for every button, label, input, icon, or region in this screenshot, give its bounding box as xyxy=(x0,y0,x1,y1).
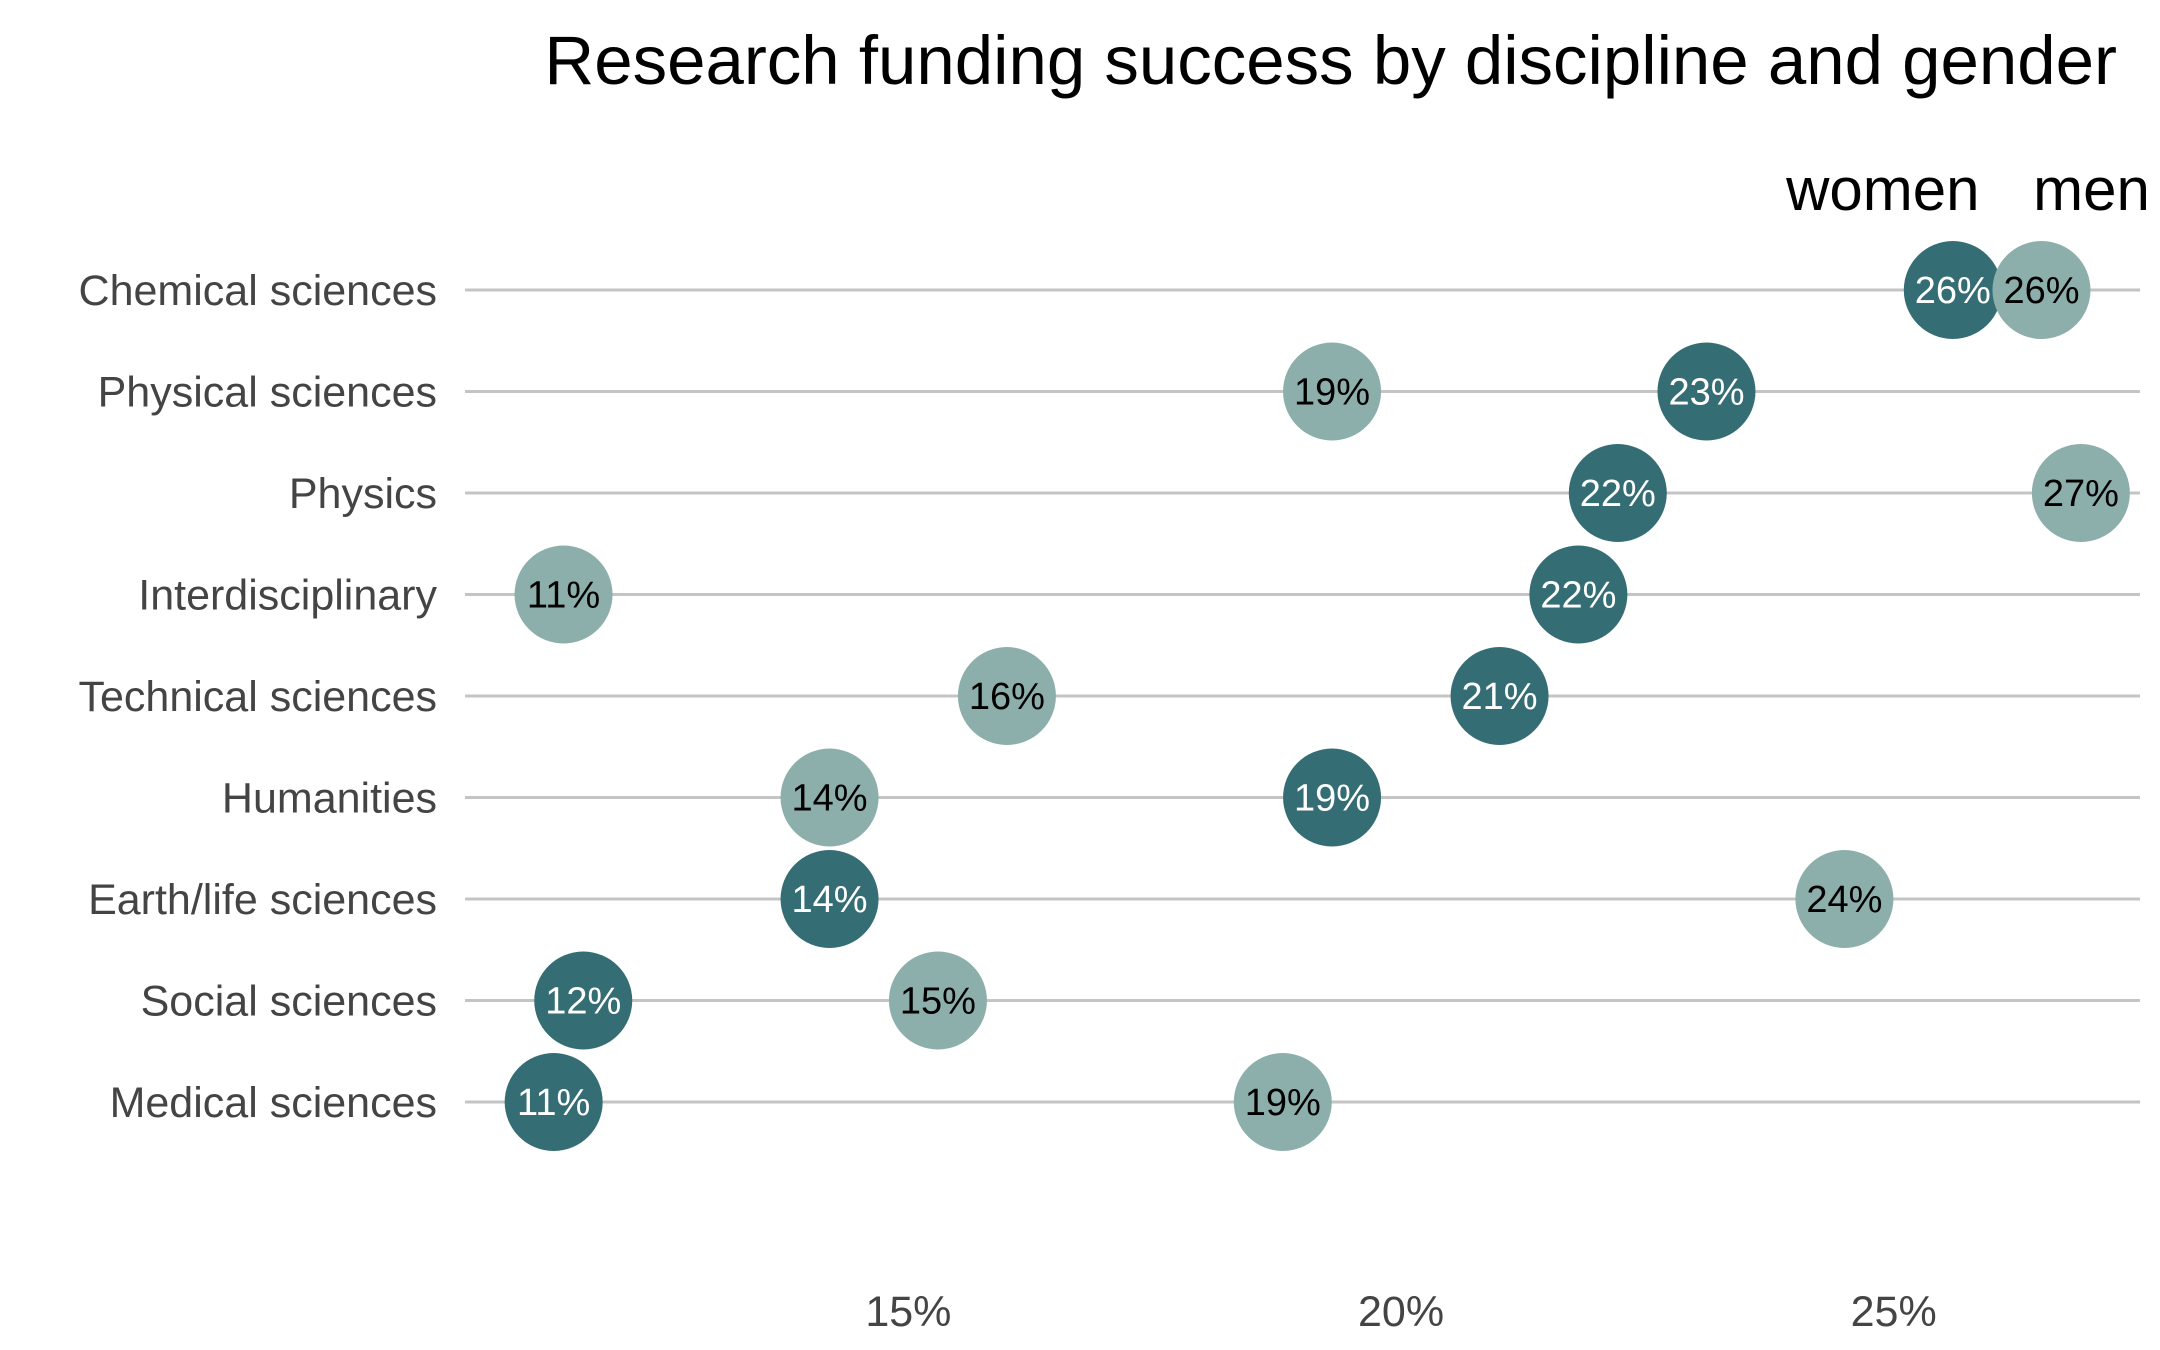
dot-marker-men xyxy=(888,951,987,1050)
dot-marker-men xyxy=(957,647,1056,745)
x-tick-label: 25% xyxy=(1851,1288,1937,1336)
dot-marker-women xyxy=(504,1053,603,1151)
legend-label-women: women xyxy=(1785,156,1979,223)
data-label: 14% xyxy=(792,879,868,921)
dot-marker-men xyxy=(1795,850,1894,948)
data-label: 22% xyxy=(1540,575,1616,617)
data-label: 22% xyxy=(1580,473,1656,515)
dot-women: 22% xyxy=(1568,444,1667,542)
data-label: 19% xyxy=(1294,372,1370,414)
dot-men: 24% xyxy=(1795,850,1894,948)
dot-men: 26% xyxy=(1992,241,2091,339)
data-label: 19% xyxy=(1245,1082,1321,1124)
dot-marker-women xyxy=(1529,545,1628,644)
category-label: Physics xyxy=(289,470,437,518)
data-label: 11% xyxy=(527,575,600,617)
dot-men: 11% xyxy=(514,545,613,644)
dot-marker-women xyxy=(1903,241,2002,339)
data-label: 21% xyxy=(1462,676,1538,718)
data-label: 12% xyxy=(545,981,621,1023)
dot-marker-men xyxy=(1233,1053,1332,1151)
dot-men: 14% xyxy=(780,748,879,847)
data-label: 19% xyxy=(1294,778,1370,820)
category-labels: Chemical sciences Physical sciences Physic… xyxy=(78,267,437,1127)
category-label: Interdisciplinary xyxy=(138,572,437,620)
dot-women: 12% xyxy=(534,951,633,1050)
category-label: Earth/life sciences xyxy=(88,876,437,924)
data-label: 26% xyxy=(2003,270,2079,312)
dot-marker-men xyxy=(2031,444,2130,542)
dot-marker-women xyxy=(1568,444,1667,542)
dot-marker-women xyxy=(1283,748,1382,847)
data-label: 16% xyxy=(969,676,1045,718)
data-points: 26% 23% 22% 22% 21% 19% 14% 12% 11% 26% 19% 27% 11% 1… xyxy=(504,241,2130,1151)
dot-marker-women xyxy=(780,850,879,948)
dot-marker-men xyxy=(514,545,613,644)
data-label: 15% xyxy=(900,981,976,1023)
data-label: 11% xyxy=(517,1082,590,1124)
dot-women: 19% xyxy=(1283,748,1382,847)
legend: women men xyxy=(1785,156,2150,223)
data-label: 14% xyxy=(792,778,868,820)
dot-women: 23% xyxy=(1657,342,1756,441)
legend-label-men: men xyxy=(2033,156,2150,223)
dot-marker-women xyxy=(1657,342,1756,441)
dot-marker-women xyxy=(534,951,633,1050)
dot-marker-men xyxy=(1283,342,1382,441)
dot-marker-men xyxy=(780,748,879,847)
data-label: 26% xyxy=(1915,270,1991,312)
dot-men: 16% xyxy=(957,647,1056,745)
x-tick-label: 15% xyxy=(865,1288,951,1336)
dot-marker-women xyxy=(1450,647,1549,745)
data-label: 27% xyxy=(2043,473,2119,515)
dot-women: 21% xyxy=(1450,647,1549,745)
dot-women: 22% xyxy=(1529,545,1628,644)
category-label: Physical sciences xyxy=(98,369,437,417)
dot-women: 11% xyxy=(504,1053,603,1151)
category-label: Technical sciences xyxy=(78,673,437,721)
chart-title: Research funding success by discipline a… xyxy=(544,22,2117,99)
category-label: Chemical sciences xyxy=(79,267,437,315)
dot-marker-men xyxy=(1992,241,2091,339)
data-label: 24% xyxy=(1806,879,1882,921)
data-label: 23% xyxy=(1668,372,1744,414)
dot-men: 19% xyxy=(1233,1053,1332,1151)
x-tick-label: 20% xyxy=(1358,1288,1444,1336)
dot-men: 27% xyxy=(2031,444,2130,542)
category-label: Social sciences xyxy=(141,978,437,1026)
category-label: Humanities xyxy=(222,775,437,823)
dot-women: 26% xyxy=(1903,241,2002,339)
category-label: Medical sciences xyxy=(110,1079,437,1127)
dot-men: 15% xyxy=(888,951,987,1050)
x-axis-ticks: 15% 20% 25% xyxy=(865,1288,1936,1336)
dot-men: 19% xyxy=(1283,342,1382,441)
dot-women: 14% xyxy=(780,850,879,948)
